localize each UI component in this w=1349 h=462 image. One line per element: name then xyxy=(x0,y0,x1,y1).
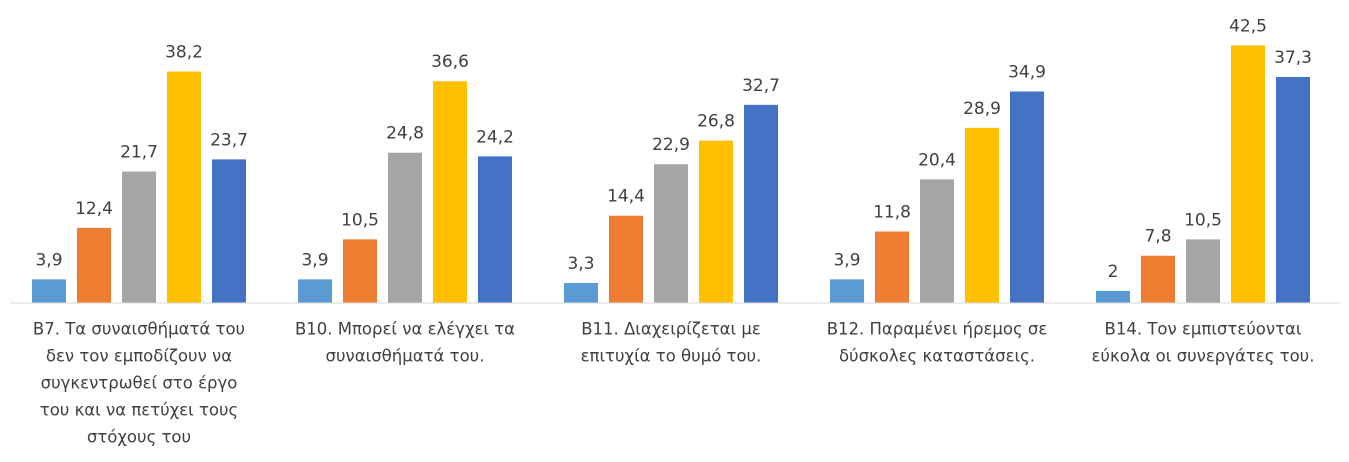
data-label: 12,4 xyxy=(75,199,113,219)
data-label: 7,8 xyxy=(1144,227,1171,247)
x-tick-label: B11. Διαχειρίζεται με xyxy=(581,320,761,339)
bar xyxy=(875,231,909,303)
bar xyxy=(920,179,954,303)
x-tick-label: B10. Μπορεί να ελέγχει τα xyxy=(295,320,515,339)
data-label: 24,2 xyxy=(476,127,514,147)
data-label: 42,5 xyxy=(1229,16,1267,36)
data-label: 3,3 xyxy=(567,254,594,274)
bar xyxy=(654,164,688,303)
data-label: 3,9 xyxy=(35,250,62,270)
bar xyxy=(1096,290,1130,303)
bar xyxy=(77,227,111,303)
x-tick-label: B12. Παραμένει ήρεμος σε xyxy=(827,320,1048,339)
x-tick-label: δύσκολες καταστάσεις. xyxy=(839,347,1035,366)
data-label: 37,3 xyxy=(1274,48,1312,68)
x-tick-label: B14. Τον εμπιστεύονται xyxy=(1105,320,1302,339)
bar xyxy=(830,279,864,303)
data-label: 21,7 xyxy=(120,142,158,162)
bar xyxy=(744,104,778,303)
x-tick-label: B7. Τα συναισθήματά του xyxy=(33,320,245,339)
bar xyxy=(1010,91,1044,303)
bar xyxy=(388,152,422,303)
data-label: 3,9 xyxy=(301,250,328,270)
bar xyxy=(699,140,733,303)
data-label: 38,2 xyxy=(165,43,203,63)
data-label: 2 xyxy=(1108,262,1119,282)
data-label: 26,8 xyxy=(697,112,735,132)
bar xyxy=(1276,76,1310,303)
data-label: 3,9 xyxy=(833,250,860,270)
bar xyxy=(167,71,201,304)
bar xyxy=(478,156,512,303)
x-tick-label: εύκολα οι συνεργάτες του. xyxy=(1092,347,1315,366)
x-tick-label: στόχους του xyxy=(87,428,191,447)
data-label: 36,6 xyxy=(431,52,469,72)
bar xyxy=(32,279,66,303)
data-label: 22,9 xyxy=(652,135,690,155)
bar xyxy=(609,215,643,303)
x-tick-label: επιτυχία το θυμό του. xyxy=(581,347,762,366)
bar xyxy=(965,127,999,303)
data-label: 10,5 xyxy=(1184,210,1222,230)
bar xyxy=(343,239,377,303)
bar xyxy=(1231,45,1265,303)
bar xyxy=(298,279,332,303)
x-tick-label: δεν τον εμποδίζουν να xyxy=(46,347,232,366)
x-tick-label: συγκεντρωθεί στο έργο xyxy=(41,374,238,393)
bar xyxy=(1141,255,1175,303)
data-label: 14,4 xyxy=(607,187,645,207)
bar xyxy=(1186,239,1220,303)
data-label: 20,4 xyxy=(918,150,956,170)
data-label: 34,9 xyxy=(1008,63,1046,83)
bar xyxy=(564,283,598,303)
x-tick-label: συναισθήματά του. xyxy=(326,347,485,366)
bar xyxy=(122,171,156,303)
bar xyxy=(433,81,467,303)
data-label: 32,7 xyxy=(742,76,780,96)
data-label: 28,9 xyxy=(963,99,1001,119)
bar xyxy=(212,159,246,303)
data-label: 24,8 xyxy=(386,124,424,144)
data-label: 23,7 xyxy=(210,130,248,150)
x-tick-label: του και να πετύχει τους xyxy=(40,401,238,420)
data-label: 11,8 xyxy=(873,202,911,222)
data-label: 10,5 xyxy=(341,210,379,230)
